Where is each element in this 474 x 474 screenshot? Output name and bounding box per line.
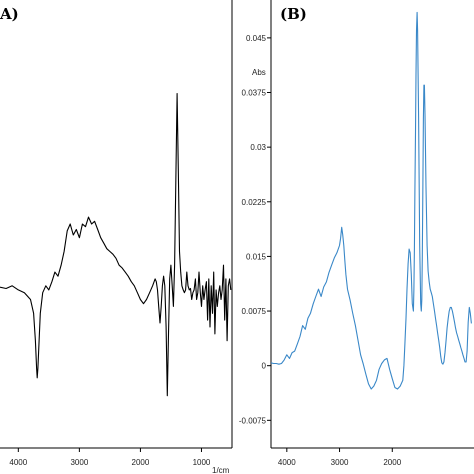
panel-a-spectrum-line (0, 92, 232, 397)
panel-a-x-ticks: 4000 3000 2000 1000 (9, 448, 211, 467)
panel-a: A) 4000 3000 2000 1000 1/cm (0, 0, 233, 474)
x-tick-label: 4000 (278, 458, 296, 467)
panel-b-label: (B) (280, 5, 307, 23)
y-tick-label: 0.045 (246, 34, 267, 43)
panel-b: (B) -0.0075 0 0.0075 0.015 0.0225 0.03 0.0375 0… (239, 0, 474, 467)
panel-a-label: A) (0, 5, 19, 23)
y-tick-label: 0 (262, 362, 267, 371)
panel-b-y-ticks: -0.0075 0 0.0075 0.015 0.0225 0.03 0.0375 0.045 (239, 34, 271, 425)
x-tick-label: 1000 (193, 458, 211, 467)
x-tick-label: 4000 (9, 458, 27, 467)
x-tick-label: 2000 (383, 458, 401, 467)
panel-b-spectrum-line (270, 11, 472, 390)
y-tick-label: 0.0225 (242, 198, 267, 207)
y-tick-label: 0.03 (250, 143, 266, 152)
y-tick-label: 0.015 (246, 252, 267, 261)
y-tick-label: 0.0375 (242, 89, 267, 98)
y-tick-label: -0.0075 (239, 416, 267, 425)
x-tick-label: 2000 (132, 458, 150, 467)
y-tick-label: 0.0075 (242, 307, 267, 316)
panel-b-x-ticks: 4000 3000 2000 (278, 448, 402, 467)
panel-b-y-axis-label: Abs (252, 68, 266, 77)
x-tick-label: 3000 (331, 458, 349, 467)
panel-a-x-axis-label: 1/cm (212, 466, 230, 474)
x-tick-label: 3000 (70, 458, 88, 467)
